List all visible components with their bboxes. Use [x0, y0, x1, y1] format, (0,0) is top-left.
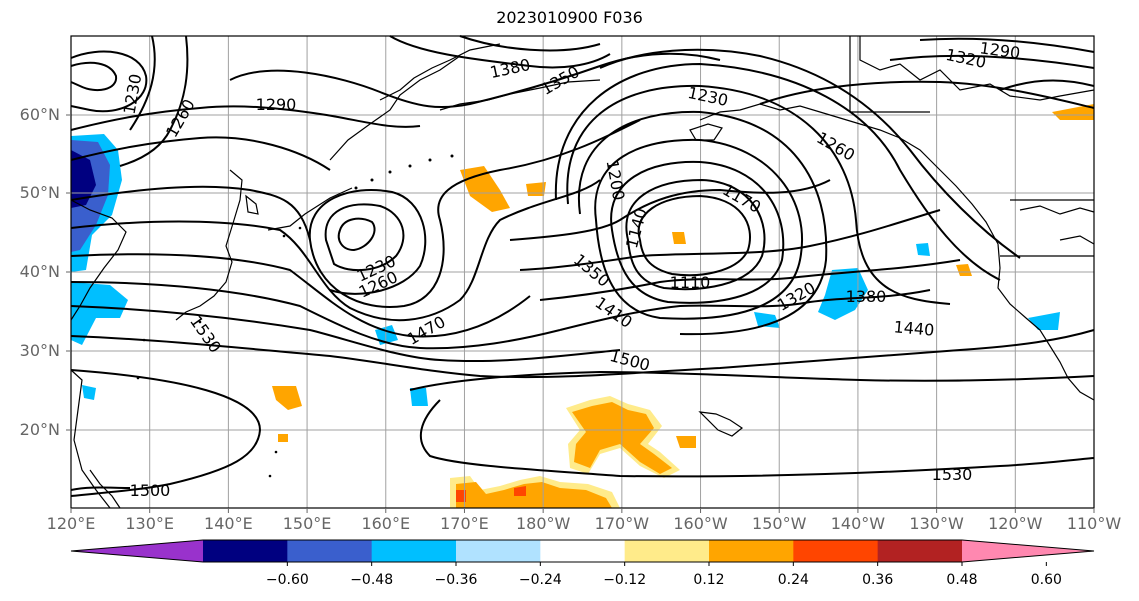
coastlines: [70, 36, 1095, 509]
colorbar-tick-label: 0.60: [1030, 572, 1062, 588]
colorbar-extend-low: [71, 540, 203, 562]
contour-label: 1380: [846, 287, 887, 306]
graticule: [71, 36, 1094, 508]
axis-ticks: [66, 114, 1095, 513]
longitude-label: 120°E: [46, 514, 96, 533]
latitude-label: 30°N: [19, 341, 60, 360]
colorbar-swatch: [709, 540, 794, 562]
colorbar-tick-label: 0.24: [777, 572, 809, 588]
longitude-label: 140°E: [204, 514, 253, 533]
colorbar-tick-label: 0.36: [862, 572, 894, 588]
contour-label: 1500: [130, 481, 171, 500]
map-title: 2023010900 F036: [496, 8, 643, 27]
longitude-label: 130°E: [125, 514, 175, 533]
colorbar-swatch: [287, 540, 373, 562]
longitude-label: 130°W: [909, 514, 964, 533]
longitude-label: 110°W: [1066, 514, 1122, 533]
colorbar-tick-label: 0.48: [946, 572, 978, 588]
colorbar-swatch: [877, 540, 963, 562]
colorbar-swatch: [793, 540, 879, 562]
latitude-label: 60°N: [19, 105, 60, 124]
colorbar-tick-label: −0.36: [434, 572, 478, 588]
longitude-label: 140°W: [830, 514, 886, 533]
longitude-label: 160°W: [673, 514, 728, 533]
colorbar-tick-label: 0.12: [693, 572, 725, 588]
colorbar: [70, 539, 1095, 566]
contour-label: 1110: [670, 273, 711, 292]
longitude-label: 150°E: [282, 514, 332, 533]
longitude-label: 120°W: [988, 514, 1043, 533]
colorbar-tick-label: −0.12: [603, 572, 647, 588]
latitude-label: 40°N: [19, 262, 60, 281]
contour-label: 1290: [256, 95, 297, 114]
colorbar-swatch: [540, 540, 626, 562]
latitude-label: 20°N: [19, 420, 60, 439]
colorbar-swatch: [371, 540, 457, 562]
longitude-label: 170°E: [440, 514, 489, 533]
colorbar-swatch: [456, 540, 541, 562]
longitude-label: 160°E: [361, 514, 411, 533]
longitude-label: 180°W: [515, 514, 571, 533]
colorbar-extend-high: [962, 540, 1094, 562]
contour-label: 1530: [932, 465, 973, 484]
colorbar-tick-label: −0.48: [350, 572, 394, 588]
longitude-label: 170°W: [594, 514, 650, 533]
contour-label: 1440: [893, 317, 935, 339]
colorbar-swatch: [203, 540, 288, 562]
colorbar-tick-label: −0.60: [265, 572, 309, 588]
colorbar-tick-label: −0.24: [518, 572, 562, 588]
latitude-label: 50°N: [19, 183, 60, 202]
height-contours: [70, 35, 1095, 497]
colorbar-swatch: [624, 540, 710, 562]
longitude-label: 150°W: [752, 514, 807, 533]
